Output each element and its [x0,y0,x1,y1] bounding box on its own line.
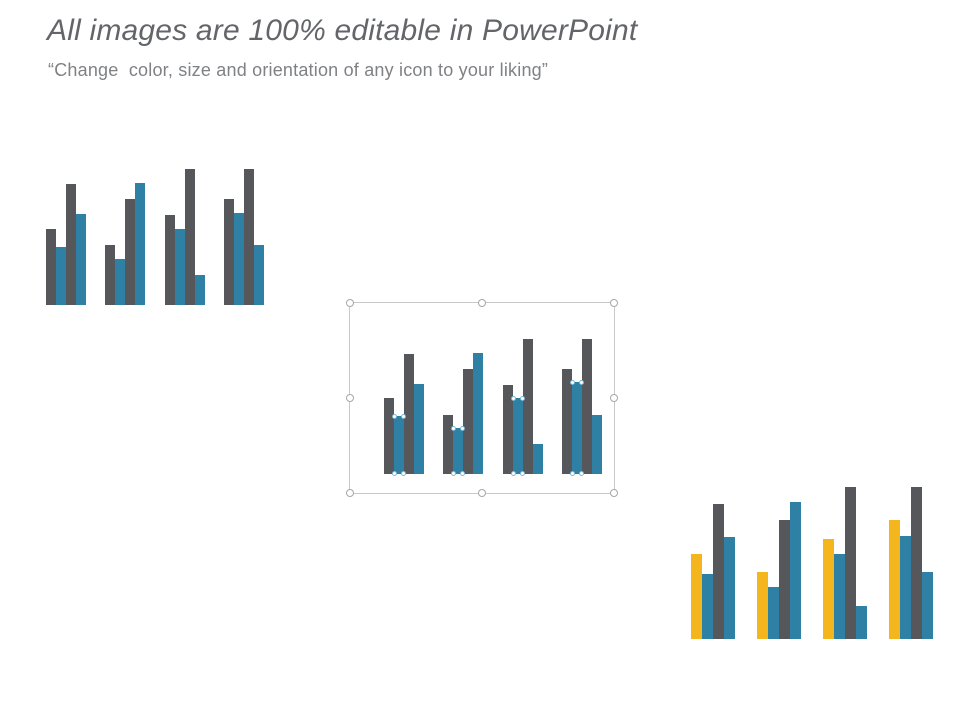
edit-point[interactable] [510,396,516,402]
bar-chart-icon-top-left-bar-1-gray[interactable] [223,198,234,305]
resize-handle-se[interactable] [610,489,618,497]
bar-group [443,339,484,476]
bar-chart-icon-center-selected-bar-4-blue[interactable] [473,352,484,474]
bar-chart-icon-top-left-bar-4-blue[interactable] [253,245,264,305]
bar-chart-icon-bottom-right-bar-3-gray[interactable] [713,503,724,639]
bar-chart-icon-center-selected-bar-1-gray[interactable] [502,384,513,474]
edit-point[interactable] [578,471,584,476]
bar-chart-icon-center-selected[interactable] [384,339,602,476]
bar-chart-icon-top-left-bar-2-blue[interactable] [115,258,126,305]
bar-chart-icon-bottom-right-bar-2-blue[interactable] [702,573,713,639]
bar-chart-icon-center-selected-bar-1-gray[interactable] [561,368,572,474]
bar-chart-icon-bottom-right-bar-1-yellow[interactable] [757,572,768,639]
bar-chart-icon-top-left-bar-3-gray[interactable] [125,198,136,305]
bar-chart-icon-center-selected-bar-3-gray[interactable] [581,339,592,474]
bar-chart-icon-bottom-right-bar-4-blue[interactable] [790,502,801,639]
edit-point[interactable] [392,471,397,476]
edit-point[interactable] [460,426,466,432]
bar-chart-icon-top-left-bar-2-blue[interactable] [233,212,244,305]
edit-point[interactable] [460,471,466,476]
edit-point[interactable] [519,471,525,476]
bar-chart-icon-bottom-right-bar-3-gray[interactable] [911,487,922,639]
edit-point[interactable] [569,380,575,386]
bar-chart-icon-bottom-right-bar-4-blue[interactable] [724,537,735,639]
bar-chart-icon-center-selected-bar-2-blue[interactable] [510,396,525,476]
edit-point[interactable] [519,396,525,402]
bar-group [889,487,933,639]
bar-chart-icon-bottom-right-bar-1-yellow[interactable] [823,538,834,639]
edit-point[interactable] [401,413,406,419]
bar-chart-icon-top-left[interactable] [46,169,264,305]
slide-subtitle: “Change color, size and orientation of a… [48,60,549,80]
bar-chart-icon-center-selected-bar-2-blue[interactable] [451,426,466,476]
bar-chart-icon-top-left-bar-1-gray[interactable] [164,215,175,305]
bar-chart-icon-top-left-bar-2-blue[interactable] [174,228,185,305]
bar-chart-icon-center-selected-bar-4-blue[interactable] [532,444,543,474]
bar-chart-icon-center-selected-bar-1-gray[interactable] [443,414,454,474]
bar-chart-icon-top-left-bar-4-blue[interactable] [194,275,205,305]
edit-point[interactable] [451,471,457,476]
edit-point[interactable] [392,413,397,419]
bar-chart-icon-center-selected-bar-3-gray[interactable] [463,368,474,474]
bar-chart-icon-top-left-bar-4-blue[interactable] [135,182,146,305]
bar-chart-icon-bottom-right-bar-1-yellow[interactable] [691,553,702,639]
edit-point[interactable] [451,426,457,432]
bar-chart-icon-bottom-right[interactable] [691,487,933,639]
bar-chart-icon-bottom-right-bar-2-blue[interactable] [768,587,779,639]
edit-point[interactable] [578,380,584,386]
bar-group [561,339,602,476]
bar-chart-icon-top-left-bar-1-gray[interactable] [105,245,116,305]
bar-group [164,169,205,305]
bar-chart-icon-bottom-right-bar-3-gray[interactable] [779,520,790,639]
bar-group [691,487,735,639]
resize-handle-nw[interactable] [346,299,354,307]
resize-handle-sw[interactable] [346,489,354,497]
bar-chart-icon-top-left-bar-3-gray[interactable] [184,169,195,305]
bar-chart-icon-center-selected-bar-2-blue[interactable] [569,380,584,476]
bar-chart-icon-top-left-bar-3-gray[interactable] [66,183,76,305]
bar-chart-icon-center-selected-bar-3-gray[interactable] [404,353,414,474]
bar-group [105,169,146,305]
bar-chart-icon-bottom-right-bar-1-yellow[interactable] [889,520,900,639]
edit-point[interactable] [569,471,575,476]
resize-handle-ne[interactable] [610,299,618,307]
bar-chart-icon-top-left-bar-4-blue[interactable] [76,213,86,305]
bar-group [223,169,264,305]
bar-chart-icon-center-selected-bar-2-blue[interactable] [392,413,406,476]
bar-chart-icon-center-selected-bar-3-gray[interactable] [522,339,533,474]
resize-handle-w[interactable] [346,394,354,402]
slide-title: All images are 100% editable in PowerPoi… [47,14,638,47]
bar-chart-icon-bottom-right-bar-4-blue[interactable] [922,572,933,639]
bar-chart-icon-bottom-right-bar-2-blue[interactable] [834,553,845,639]
resize-handle-e[interactable] [610,394,618,402]
bar-chart-icon-bottom-right-bar-3-gray[interactable] [845,487,856,639]
resize-handle-n[interactable] [478,299,486,307]
bar-chart-icon-top-left-bar-2-blue[interactable] [56,246,66,305]
bar-chart-icon-bottom-right-bar-4-blue[interactable] [856,605,867,639]
bar-group [46,169,86,305]
edit-point[interactable] [401,471,406,476]
bar-chart-icon-center-selected-bar-1-gray[interactable] [384,398,394,474]
bar-chart-icon-top-left-bar-1-gray[interactable] [46,228,56,305]
bar-chart-icon-center-selected-bar-4-blue[interactable] [414,383,424,474]
resize-handle-s[interactable] [478,489,486,497]
bar-group [384,339,424,476]
bar-chart-icon-center-selected-bar-4-blue[interactable] [591,414,602,474]
bar-group [823,487,867,639]
bar-group [502,339,543,476]
bar-chart-icon-bottom-right-bar-2-blue[interactable] [900,535,911,639]
edit-point[interactable] [510,471,516,476]
bar-group [757,487,801,639]
bar-chart-icon-top-left-bar-3-gray[interactable] [243,169,254,305]
